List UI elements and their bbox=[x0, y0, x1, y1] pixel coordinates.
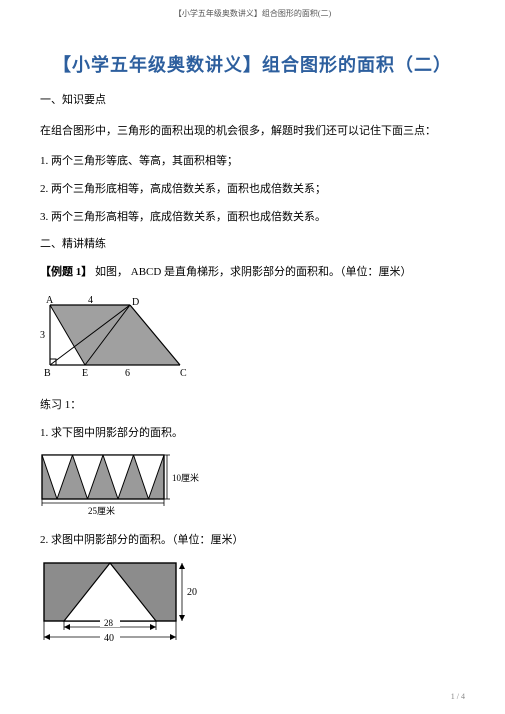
example-1: 【例题 1】 如图， ABCD 是直角梯形，求阴影部分的面积和。（单位：厘米） bbox=[40, 264, 465, 282]
fig3-right-label: 20 bbox=[187, 587, 197, 598]
example-1-label: 【例题 1】 bbox=[40, 266, 92, 278]
fig3-bottom-label: 40 bbox=[104, 633, 114, 644]
figure-1-trapezoid: A 4 D 3 B E 6 C bbox=[40, 293, 465, 383]
point-3: 3. 两个三角形高相等，底成倍数关系，面积也成倍数关系。 bbox=[40, 209, 465, 227]
fig1-label-D: D bbox=[132, 297, 139, 308]
figure-2-zigzag: 10厘米 25厘米 bbox=[40, 453, 465, 518]
svg-text:28: 28 bbox=[104, 618, 114, 628]
section-1-head: 一、知识要点 bbox=[40, 92, 465, 110]
section-2-head: 二、精讲精练 bbox=[40, 236, 465, 254]
question-1: 1. 求下图中阴影部分的面积。 bbox=[40, 425, 465, 443]
fig1-label-E: E bbox=[82, 368, 88, 379]
fig1-label-C: C bbox=[180, 368, 187, 379]
fig1-label-3: 3 bbox=[40, 330, 45, 341]
page-header: 【小学五年级奥数讲义】组合图形的面积(二) bbox=[40, 8, 465, 21]
fig2-bottom-label: 25厘米 bbox=[88, 505, 115, 516]
fig1-label-B: B bbox=[44, 368, 51, 379]
point-2: 2. 两个三角形底相等，高成倍数关系，面积也成倍数关系； bbox=[40, 181, 465, 199]
figure-3-rect-triangle: 20 28 28 40 bbox=[40, 559, 465, 649]
fig1-label-6: 6 bbox=[125, 368, 130, 379]
fig1-label-A: A bbox=[46, 295, 54, 306]
fig2-right-label: 10厘米 bbox=[172, 472, 199, 483]
page-number: 1 / 4 bbox=[451, 691, 465, 704]
practice-1-head: 练习 1： bbox=[40, 397, 465, 415]
point-1: 1. 两个三角形等底、等高，其面积相等； bbox=[40, 153, 465, 171]
fig1-label-4: 4 bbox=[88, 295, 93, 306]
intro-text: 在组合图形中，三角形的面积出现的机会很多，解题时我们还可以记住下面三点： bbox=[40, 119, 465, 143]
question-2: 2. 求图中阴影部分的面积。（单位：厘米） bbox=[40, 532, 465, 550]
doc-title: 【小学五年级奥数讲义】组合图形的面积（二） bbox=[40, 51, 465, 80]
example-1-text: 如图， ABCD 是直角梯形，求阴影部分的面积和。（单位：厘米） bbox=[92, 266, 411, 278]
